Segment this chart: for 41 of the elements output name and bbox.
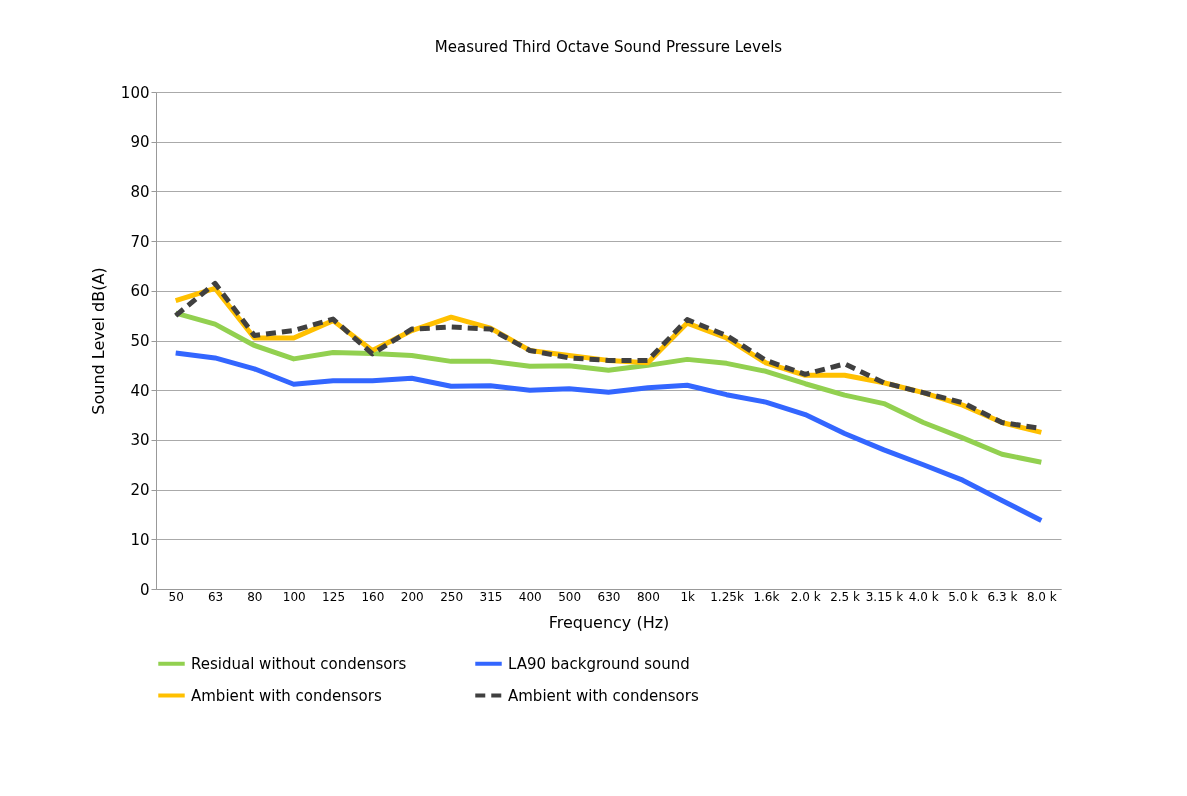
x-tick-label: 3.15 k	[865, 589, 904, 604]
y-axis-title: Sound Level dB(A)	[88, 267, 108, 415]
y-tick-label: 30	[130, 431, 150, 450]
y-tick-label: 90	[130, 133, 150, 152]
y-tick-label: 50	[130, 332, 150, 350]
x-tick-label: 1k	[680, 589, 696, 604]
x-tick-label: 8.0 k	[1026, 589, 1057, 604]
x-axis-title: Frequency (Hz)	[548, 612, 670, 632]
x-tick-label: 5.0 k	[948, 589, 979, 604]
x-tick-label: 800	[636, 589, 660, 604]
x-tick-label: 4.0 k	[908, 589, 939, 604]
x-tick-label: 500	[558, 589, 582, 604]
x-tick-label: 125	[322, 589, 346, 604]
y-tick-label: 0	[139, 580, 150, 599]
x-tick-label: 80	[247, 589, 263, 604]
x-tick-label: 63	[207, 589, 224, 604]
x-tick-label: 315	[479, 589, 503, 604]
x-tick-label: 1.6k	[753, 589, 780, 604]
y-tick-label: 10	[130, 530, 150, 549]
y-tick-label: 40	[130, 381, 150, 400]
x-tick-label: 400	[518, 589, 542, 604]
x-tick-label: 6.3 k	[987, 589, 1018, 604]
chart-title: Measured Third Octave Sound Pressure Levels	[434, 38, 783, 56]
x-tick-label: 50	[168, 589, 184, 604]
x-tick-label: 2.0 k	[790, 589, 821, 604]
x-tick-label: 250	[440, 589, 464, 604]
y-tick-label: 100	[120, 83, 150, 102]
y-tick-label: 20	[130, 481, 150, 500]
legend-label: Ambient with condensors	[191, 686, 382, 705]
legend-label: LA90 background sound	[508, 654, 690, 673]
x-tick-label: 1.25k	[710, 589, 744, 604]
x-tick-label: 200	[400, 589, 424, 604]
y-tick-label: 60	[130, 282, 150, 301]
y-tick-label: 70	[130, 232, 150, 251]
x-tick-label: 630	[597, 589, 621, 604]
x-tick-label: 2.5 k	[830, 589, 861, 604]
x-tick-label: 160	[361, 589, 385, 604]
y-tick-label: 80	[130, 182, 150, 201]
legend-label: Residual without condensors	[191, 654, 407, 673]
x-tick-label: 100	[282, 589, 306, 604]
legend-label: Ambient with condensors	[508, 686, 699, 705]
